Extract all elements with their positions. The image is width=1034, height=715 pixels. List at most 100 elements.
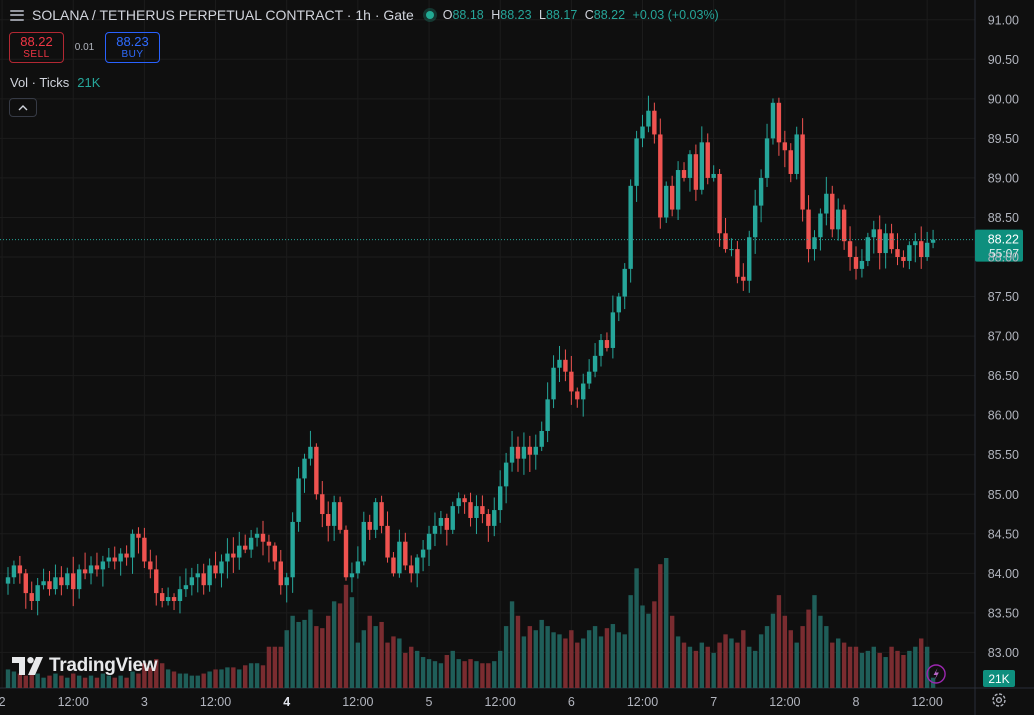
volume-bar xyxy=(634,568,639,688)
candle-body xyxy=(468,502,473,518)
candle xyxy=(171,593,177,611)
settings-gear-icon[interactable] xyxy=(989,690,1009,710)
candle xyxy=(260,520,266,556)
tradingview-logo[interactable]: TradingView xyxy=(12,655,158,677)
candle xyxy=(503,452,509,504)
candle-body xyxy=(919,241,924,258)
candle xyxy=(563,349,568,382)
volume-bar xyxy=(539,619,544,688)
candle xyxy=(53,564,58,595)
volume-bar xyxy=(426,659,432,688)
candle-body xyxy=(432,525,438,534)
candle xyxy=(776,97,782,156)
buy-button[interactable]: 88.23 BUY xyxy=(105,32,160,63)
candle-body xyxy=(130,533,135,558)
market-status-icon[interactable] xyxy=(425,11,434,19)
candle-body xyxy=(65,573,70,586)
candle xyxy=(284,572,289,603)
candle xyxy=(195,563,200,593)
candle-body xyxy=(895,249,900,258)
volume-bar xyxy=(82,677,88,688)
candle-body xyxy=(361,521,366,562)
candle-body xyxy=(747,237,752,281)
candle xyxy=(705,133,710,185)
candle-body xyxy=(76,569,82,590)
candle-body xyxy=(148,561,153,570)
volume-bar xyxy=(71,673,76,688)
candle-body xyxy=(681,170,687,178)
candle xyxy=(148,549,153,579)
candle xyxy=(794,126,799,180)
volume-bar xyxy=(747,646,752,688)
candle xyxy=(397,529,402,578)
volume-legend[interactable]: Vol · Ticks 21K xyxy=(10,75,100,90)
candle-body xyxy=(492,510,497,526)
volume-bar xyxy=(379,621,384,688)
volume-bar xyxy=(764,626,770,688)
menu-icon[interactable] xyxy=(10,9,24,21)
candle-body xyxy=(112,557,117,562)
volume-bar xyxy=(76,675,82,688)
sell-button[interactable]: 88.22 SELL xyxy=(9,32,64,63)
candle xyxy=(379,495,384,534)
collapse-legend-button[interactable] xyxy=(9,98,37,117)
volume-bar xyxy=(812,595,817,688)
candle xyxy=(812,230,817,261)
candle-body xyxy=(503,462,509,487)
candle-body xyxy=(379,502,384,526)
candle-body xyxy=(581,383,586,400)
candle-body xyxy=(337,502,343,530)
volume-bar xyxy=(266,646,272,688)
candle xyxy=(450,501,455,534)
candle xyxy=(883,223,888,269)
candle xyxy=(859,249,865,278)
candle-body xyxy=(118,553,123,562)
volume-bar xyxy=(693,650,699,688)
tradingview-logo-icon xyxy=(12,657,43,675)
candle-body xyxy=(225,553,230,562)
volume-bar xyxy=(669,615,675,688)
volume-bar xyxy=(450,650,455,688)
candle-body xyxy=(420,549,426,558)
time-tick-label: 4 xyxy=(283,695,290,709)
candle xyxy=(658,118,663,229)
candle-body xyxy=(94,565,100,570)
candle-body xyxy=(5,577,11,584)
candle xyxy=(41,568,46,590)
volume-bar xyxy=(118,675,123,688)
candle xyxy=(444,513,450,546)
candle-body xyxy=(231,553,236,558)
candle-body xyxy=(764,138,770,178)
price-tick-label: 84.00 xyxy=(988,567,1019,581)
volume-bar xyxy=(681,642,687,688)
candle-body xyxy=(201,573,206,586)
candle-body xyxy=(409,565,414,574)
last-price-label: 88.22 xyxy=(988,233,1019,247)
candle-body xyxy=(29,593,34,602)
candle xyxy=(337,496,343,534)
volume-bar xyxy=(806,609,811,688)
volume-bar xyxy=(272,646,278,688)
candle xyxy=(213,551,218,579)
candle xyxy=(65,567,70,590)
candle xyxy=(610,295,616,359)
candle xyxy=(456,492,461,514)
candle-body xyxy=(403,541,408,566)
symbol-title[interactable]: SOLANA / TETHERUS PERPETUAL CONTRACT · 1… xyxy=(32,7,414,23)
candle xyxy=(154,555,159,606)
volume-bar xyxy=(758,634,764,688)
volume-bar xyxy=(326,615,331,688)
candle-body xyxy=(569,371,574,392)
time-tick-label: 12:00 xyxy=(342,695,373,709)
candle-body xyxy=(100,561,106,570)
time-tick-label: 12:00 xyxy=(769,695,800,709)
volume-bar xyxy=(782,615,788,688)
candle xyxy=(592,343,598,378)
candle xyxy=(693,144,699,201)
candle-body xyxy=(675,170,681,210)
volume-bar xyxy=(5,669,11,688)
volume-bars xyxy=(5,558,936,688)
candle-body xyxy=(669,185,675,210)
